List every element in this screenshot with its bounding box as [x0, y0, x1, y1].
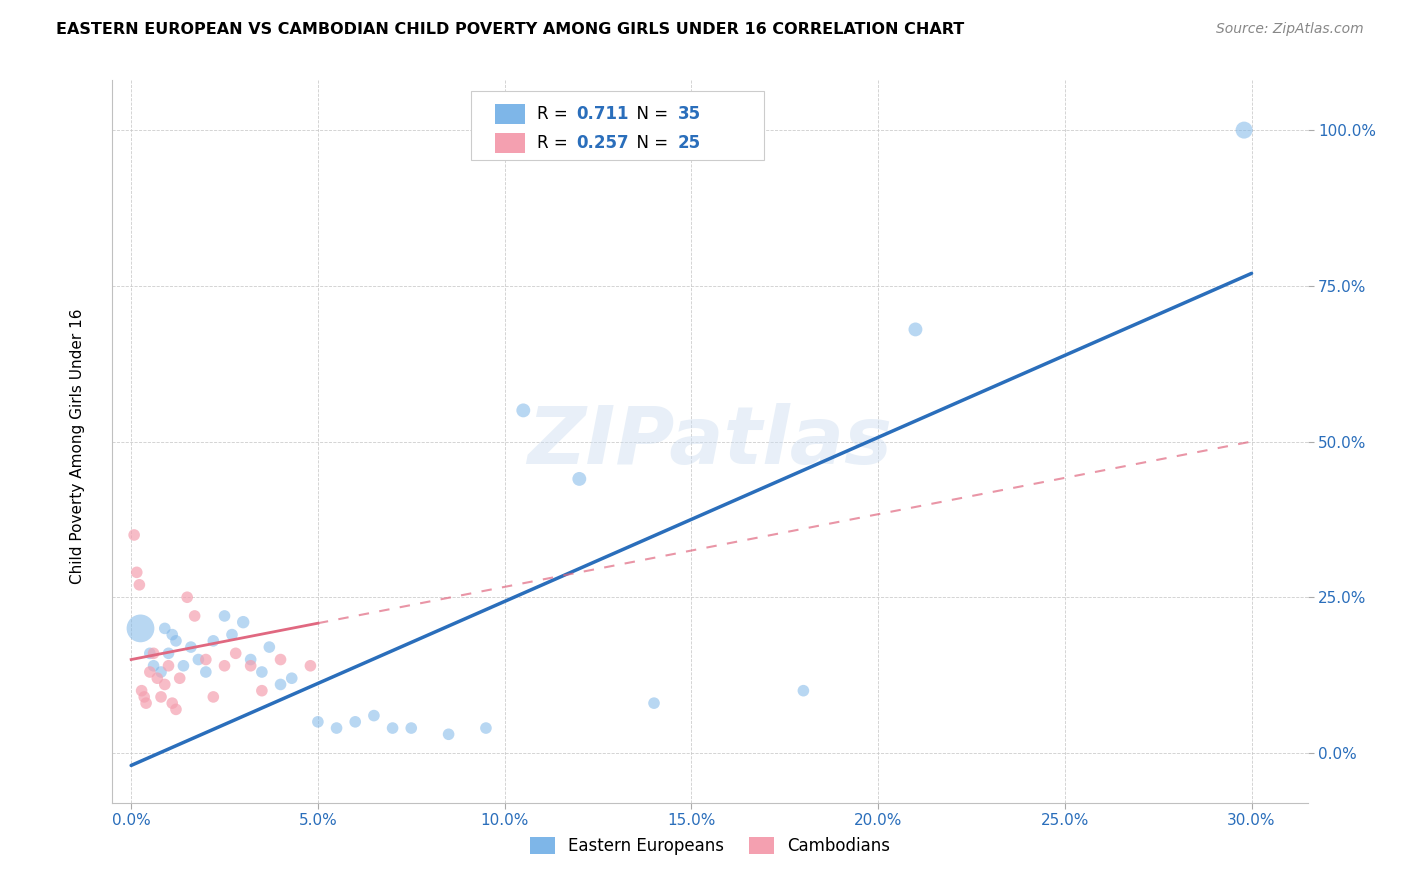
Point	[307, 714, 329, 729]
Point	[176, 591, 198, 605]
FancyBboxPatch shape	[495, 133, 524, 153]
Point	[165, 702, 187, 716]
Text: N =: N =	[627, 134, 673, 152]
Point	[157, 646, 180, 660]
FancyBboxPatch shape	[471, 91, 763, 160]
Point	[142, 646, 165, 660]
Point	[202, 633, 225, 648]
Point	[1233, 123, 1256, 137]
Text: 0.257: 0.257	[576, 134, 628, 152]
Point	[131, 683, 153, 698]
Point	[183, 609, 205, 624]
Point	[125, 566, 148, 580]
Point	[792, 683, 814, 698]
Point	[250, 665, 273, 679]
Text: R =: R =	[537, 134, 572, 152]
Point	[139, 646, 162, 660]
Point	[225, 646, 247, 660]
Point	[214, 658, 236, 673]
Text: R =: R =	[537, 105, 572, 123]
Point	[202, 690, 225, 704]
Point	[172, 658, 194, 673]
Text: EASTERN EUROPEAN VS CAMBODIAN CHILD POVERTY AMONG GIRLS UNDER 16 CORRELATION CHA: EASTERN EUROPEAN VS CAMBODIAN CHILD POVE…	[56, 22, 965, 37]
Point	[904, 322, 927, 336]
Point	[162, 696, 183, 710]
Point	[239, 658, 262, 673]
Text: N =: N =	[627, 105, 673, 123]
Point	[214, 609, 236, 624]
Point	[122, 528, 145, 542]
Text: Child Poverty Among Girls Under 16: Child Poverty Among Girls Under 16	[70, 309, 84, 583]
Point	[232, 615, 254, 630]
Point	[162, 627, 183, 641]
Point	[139, 665, 162, 679]
Point	[270, 677, 292, 691]
Point	[194, 652, 217, 666]
Point	[363, 708, 385, 723]
Text: 25: 25	[678, 134, 700, 152]
Point	[180, 640, 202, 654]
Point	[221, 627, 243, 641]
Point	[142, 658, 165, 673]
Point	[270, 652, 292, 666]
Point	[169, 671, 191, 685]
Point	[401, 721, 423, 735]
Point	[325, 721, 347, 735]
Point	[150, 665, 173, 679]
Point	[281, 671, 304, 685]
Legend: Eastern Europeans, Cambodians: Eastern Europeans, Cambodians	[522, 829, 898, 863]
Point	[135, 696, 157, 710]
Point	[259, 640, 281, 654]
Point	[475, 721, 498, 735]
Point	[187, 652, 209, 666]
Point	[437, 727, 460, 741]
Text: 35: 35	[678, 105, 700, 123]
Text: ZIPatlas: ZIPatlas	[527, 402, 893, 481]
Point	[129, 621, 152, 635]
Point	[134, 690, 156, 704]
Point	[568, 472, 591, 486]
Point	[344, 714, 367, 729]
Point	[512, 403, 534, 417]
Text: Source: ZipAtlas.com: Source: ZipAtlas.com	[1216, 22, 1364, 37]
Point	[165, 633, 187, 648]
Point	[239, 652, 262, 666]
Point	[250, 683, 273, 698]
Point	[150, 690, 173, 704]
Point	[128, 578, 150, 592]
Point	[146, 671, 169, 685]
Point	[643, 696, 665, 710]
Point	[381, 721, 404, 735]
FancyBboxPatch shape	[495, 104, 524, 125]
Point	[157, 658, 180, 673]
Point	[153, 677, 176, 691]
Point	[194, 665, 217, 679]
Text: 0.711: 0.711	[576, 105, 628, 123]
Point	[153, 621, 176, 635]
Point	[299, 658, 322, 673]
